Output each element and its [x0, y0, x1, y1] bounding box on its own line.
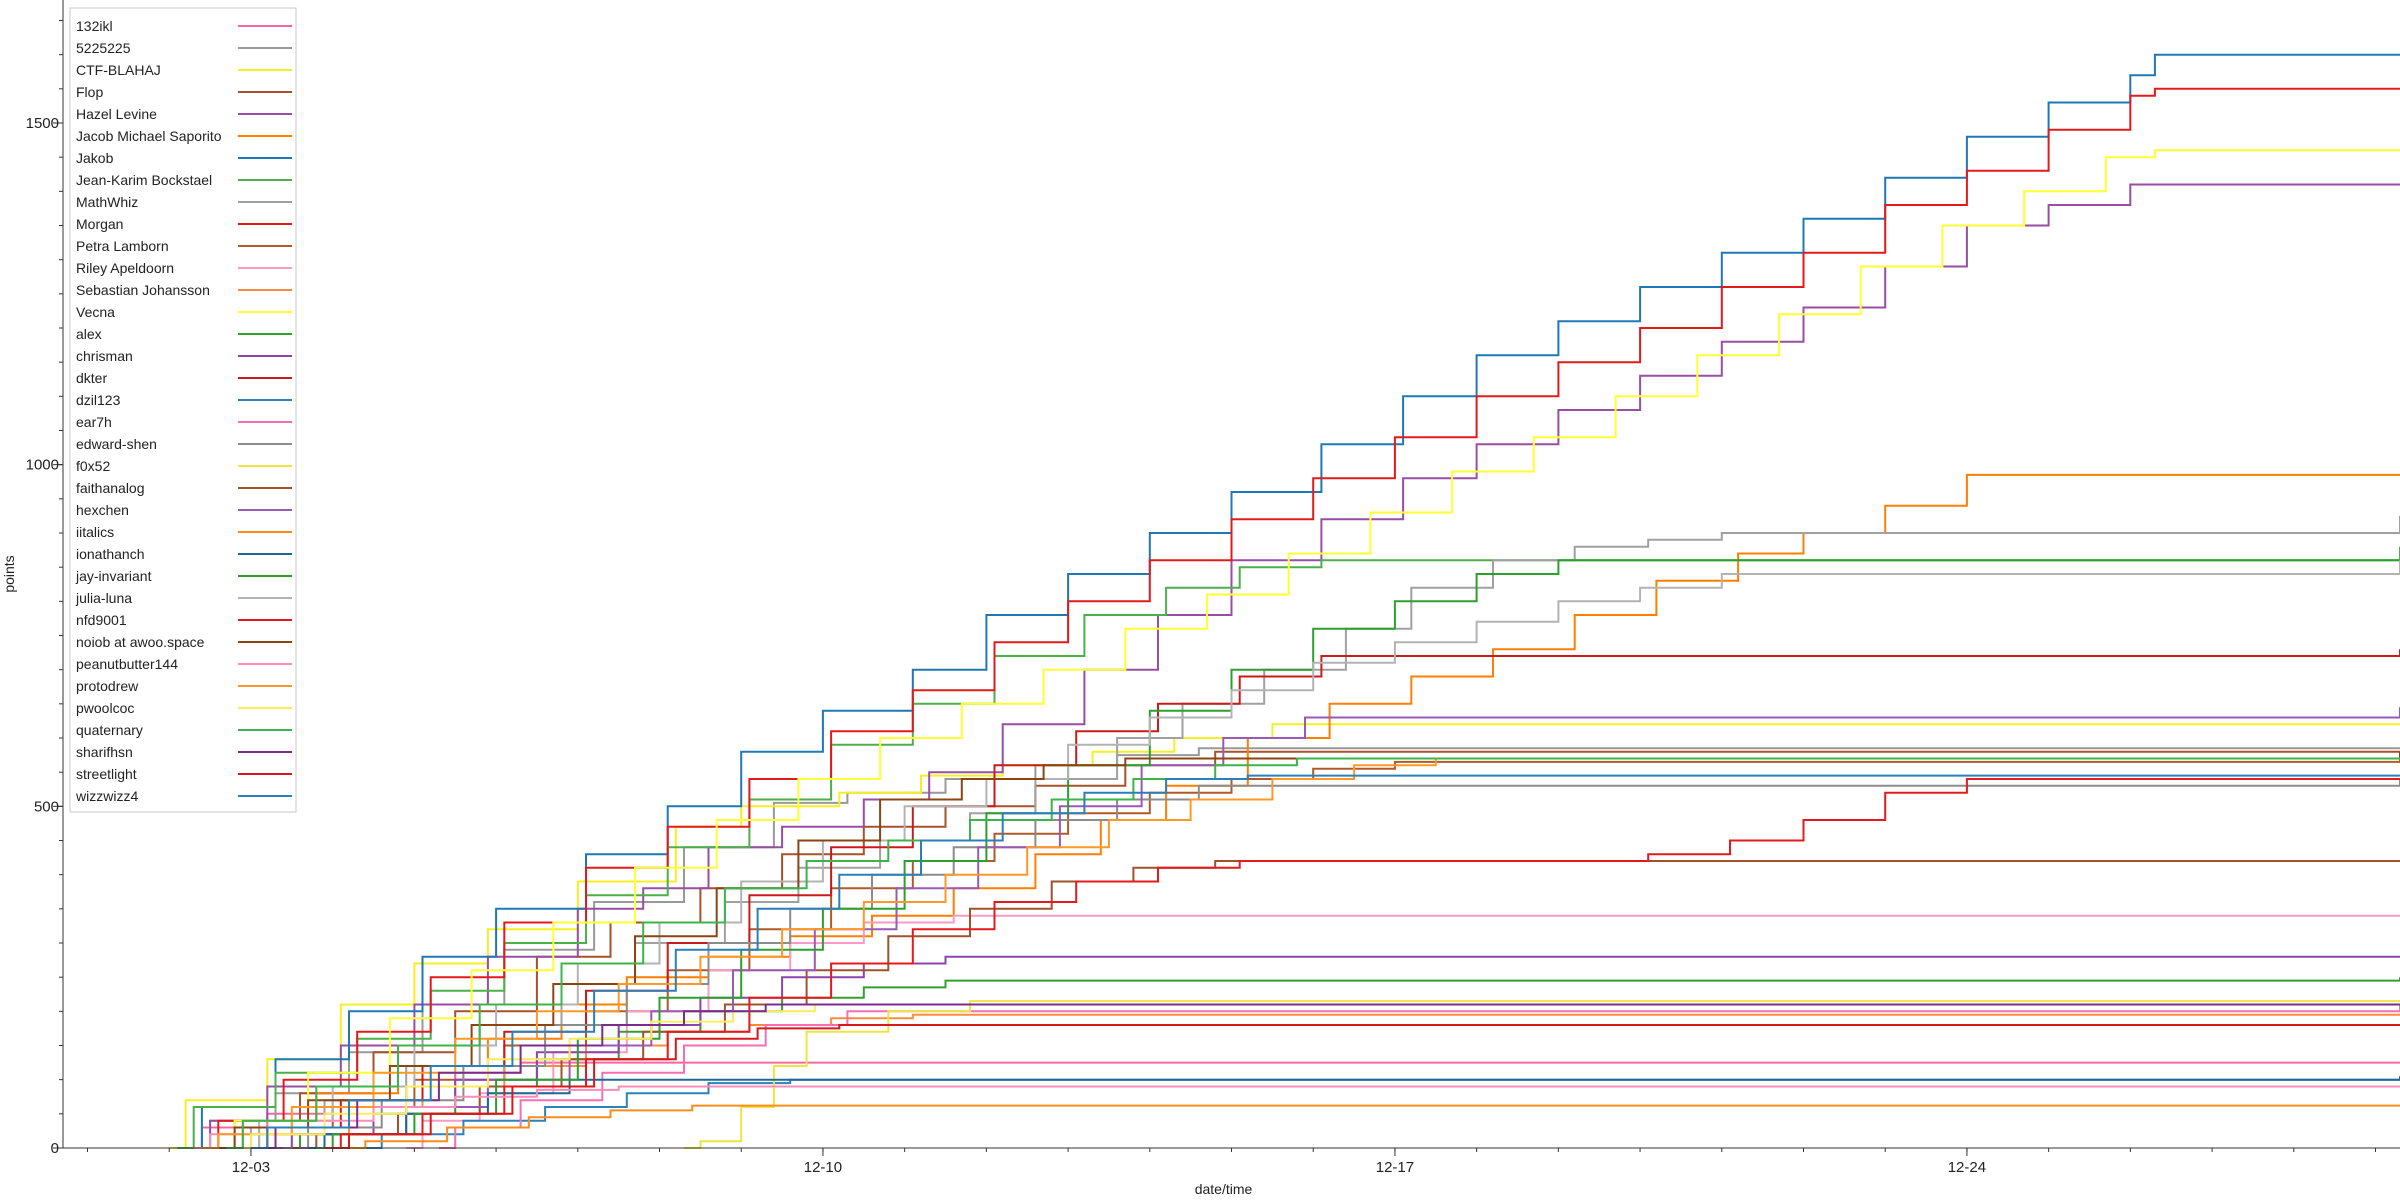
- y-ticks: 0 500 1000 1500: [26, 20, 63, 1157]
- legend-box: [69, 7, 297, 813]
- legend-label: MathWhiz: [76, 194, 138, 210]
- legend-items: 132ikl 5225225 CTF-BLAHAJ Flop Hazel Levine J…: [75, 18, 292, 804]
- x-ticks: 12-03 12-10 12-17 12-24: [87, 1148, 2376, 1176]
- x-tick-label: 12-17: [1376, 1159, 1414, 1176]
- series-line-10: [201, 87, 2400, 1149]
- legend-label: Vecna: [76, 304, 115, 320]
- legend-label: iitalics: [76, 524, 114, 540]
- legend-label: Jacob Michael Saporito: [76, 128, 222, 144]
- legend-label: alex: [76, 326, 102, 342]
- legend-label: wizzwizz4: [75, 788, 138, 804]
- legend-label: Sebastian Johansson: [76, 282, 210, 298]
- legend-label: hexchen: [76, 502, 129, 518]
- legend-label: protodrew: [76, 678, 139, 694]
- legend-label: Jakob: [76, 150, 114, 166]
- y-tick-label: 0: [51, 1140, 59, 1157]
- legend-label: f0x52: [76, 458, 110, 474]
- legend-label: jay-invariant: [75, 568, 152, 584]
- x-tick-label: 12-03: [232, 1159, 270, 1176]
- legend-label: sharifhsn: [76, 744, 133, 760]
- series-line-14: [210, 149, 2400, 1149]
- series-line-13: [250, 1013, 2400, 1149]
- y-tick-label: 1000: [26, 457, 59, 474]
- legend-label: Morgan: [76, 216, 123, 232]
- legend-label: Riley Apeldoorn: [76, 260, 174, 276]
- legend-label: Hazel Levine: [76, 106, 157, 122]
- series-line-36: [250, 774, 2400, 1149]
- series-line-35: [332, 1024, 2400, 1149]
- legend-label: noiob at awoo.space: [76, 634, 205, 650]
- legend-label: quaternary: [76, 722, 143, 738]
- legend-label: peanutbutter144: [76, 656, 178, 672]
- x-axis-label: date/time: [1195, 1181, 1253, 1197]
- legend-label: 132ikl: [76, 18, 113, 34]
- series-line-6: [218, 473, 2400, 1149]
- series-line-31: [201, 757, 2400, 1149]
- legend-label: dzil123: [76, 392, 121, 408]
- legend-label: ear7h: [76, 414, 112, 430]
- series-line-33: [226, 757, 2400, 1149]
- legend-label: Petra Lamborn: [76, 238, 169, 254]
- legend-label: edward-shen: [76, 436, 157, 452]
- legend-label: ionathanch: [76, 546, 145, 562]
- legend-label: faithanalog: [76, 480, 145, 496]
- legend-label: chrisman: [76, 348, 133, 364]
- y-tick-label: 500: [34, 798, 59, 815]
- x-tick-label: 12-24: [1948, 1159, 1986, 1176]
- x-tick-label: 12-10: [804, 1159, 842, 1176]
- legend-label: streetlight: [76, 766, 137, 782]
- series-lines: [169, 53, 2400, 1149]
- y-axis-label: points: [1, 555, 17, 592]
- legend-label: pwoolcoc: [76, 700, 134, 716]
- series-line-7: [185, 53, 2400, 1149]
- series-line-21: [684, 1000, 2400, 1149]
- legend-label: 5225225: [76, 40, 131, 56]
- legend-label: nfd9001: [76, 612, 127, 628]
- legend: 132ikl 5225225 CTF-BLAHAJ Flop Hazel Levine J…: [69, 7, 297, 813]
- legend-label: julia-luna: [75, 590, 132, 606]
- legend-label: CTF-BLAHAJ: [76, 62, 161, 78]
- legend-label: Flop: [76, 84, 103, 100]
- legend-label: dkter: [76, 370, 107, 386]
- series-line-24: [349, 1104, 2400, 1149]
- legend-label: Jean-Karim Bockstael: [76, 172, 212, 188]
- y-tick-label: 1500: [26, 115, 59, 132]
- series-line-26: [316, 559, 2400, 1149]
- series-line-29: [218, 751, 2400, 1149]
